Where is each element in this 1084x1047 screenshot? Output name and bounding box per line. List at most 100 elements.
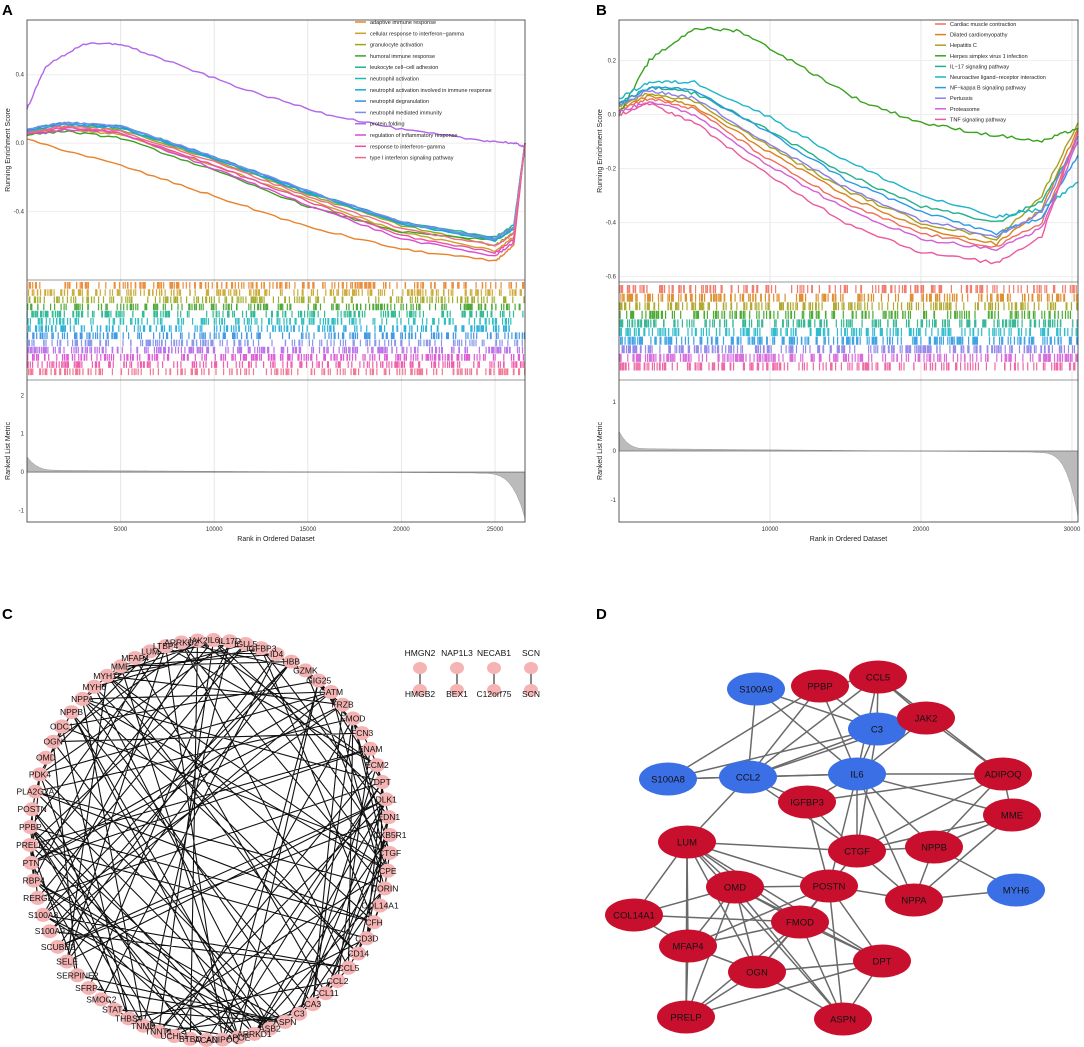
y-tick-label: 0.2 (608, 59, 617, 65)
legend-label-8: neutrophil mediated immunity (370, 110, 442, 116)
node-c-label: GZMK (293, 665, 318, 675)
pair-top-label: NECAB1 (477, 648, 511, 658)
node-c-label: CORIN (371, 883, 398, 893)
node-c-btbd (182, 1031, 199, 1046)
y-axis-title: Running Enrichment Score (5, 108, 12, 192)
node-c-col14a1 (372, 898, 389, 913)
metric-tick-label: 0 (21, 470, 25, 476)
node-myh6 (987, 873, 1045, 907)
node-igfbp3 (778, 785, 836, 819)
node-c-label: IGFBP3 (246, 643, 277, 653)
node-c-label: BTBD (179, 1034, 202, 1044)
node-c-label: CD3D (355, 933, 378, 943)
node-c-label: TNMD (131, 1021, 156, 1031)
node-label-aspn: ASPN (830, 1015, 856, 1026)
es-curve-6 (26, 122, 526, 243)
hit-stripes-5 (619, 328, 1078, 337)
legend-label-6: NF−kappa B signaling pathway (950, 86, 1026, 92)
node-ccl2 (719, 760, 777, 794)
node-label-omd: OMD (724, 883, 746, 894)
legend-label-3: Herpes simplex virus 1 infection (950, 54, 1028, 60)
node-c-label: HBB (283, 657, 301, 667)
node-c-fmod (344, 711, 361, 726)
node-c-label: ARRKD2 (164, 638, 199, 648)
pair-node-top (450, 662, 464, 674)
node-c-edn1 (380, 810, 397, 825)
edge-postn-mfap4 (687, 885, 830, 947)
node-il6 (828, 757, 886, 791)
node-c-label: IL6 (208, 635, 220, 645)
node-nppb (905, 830, 963, 864)
node-c-label: JAK2 (187, 635, 208, 645)
node-nppa (885, 883, 943, 917)
node-c-myh6 (86, 679, 103, 694)
node-c-ogn (45, 734, 62, 749)
node-label-mfap4: MFAP4 (672, 942, 703, 953)
node-c-uchl1 (166, 1029, 183, 1044)
node-c-label: THBS4 (115, 1013, 143, 1023)
hit-stripes-9 (619, 362, 1076, 371)
node-label-col14a1: COL14A1 (613, 911, 655, 922)
node-c-arrkd2 (173, 635, 190, 650)
node-c-cpe (379, 863, 396, 878)
legend-label-11: response to interferon−gamma (370, 144, 446, 150)
node-c-label: CCL5 (338, 963, 360, 973)
hit-stripes-5 (27, 318, 512, 325)
node-c-adipoq (214, 1032, 231, 1047)
node-label-ctgf: CTGF (844, 847, 870, 858)
node-c-sele (59, 954, 76, 969)
hit-stripes-3 (27, 303, 521, 311)
edge-adipoq-ctgf (856, 773, 1004, 852)
node-c-igll5 (237, 636, 254, 651)
hit-stripes-9 (27, 346, 524, 354)
node-c-gatm (323, 685, 340, 700)
node-c-ca3 (304, 997, 321, 1012)
hit-stripes-2 (618, 302, 1079, 311)
edge-fmod-aspn (799, 921, 844, 1020)
node-c-label: C3 (294, 1009, 305, 1019)
pair-top-label: NAP1L3 (441, 648, 473, 658)
es-curve-6 (618, 85, 1079, 236)
node-c-label: NPPB (60, 707, 83, 717)
x-tick-label: 25000 (487, 527, 504, 533)
node-c-apoe (230, 1030, 247, 1045)
node-c-label: RBP4 (23, 876, 45, 886)
y-axis-title: Running Enrichment Score (597, 109, 604, 193)
node-c-acan (198, 1032, 215, 1047)
node-label-jak2: JAK2 (915, 714, 938, 725)
node-lum (658, 825, 716, 859)
pair-node-bottom (487, 684, 501, 696)
node-c-label: GIG25 (306, 676, 331, 686)
edge-c3-ctgf (856, 728, 878, 852)
y-tick-label: 0.0 (608, 113, 617, 119)
x-tick-label: 20000 (393, 527, 410, 533)
panel-label-b: B (596, 2, 607, 19)
node-label-adipoq: ADIPOQ (985, 770, 1022, 781)
legend-label-5: neutrophil activation (370, 77, 419, 83)
node-c-label: MME (111, 661, 131, 671)
legend-label-12: type I interferon signaling pathway (370, 156, 454, 162)
node-c-label: CA3 (305, 999, 322, 1009)
y-tick-label: -0.6 (606, 275, 617, 281)
pair-top-label: SCN (522, 648, 540, 658)
hit-stripes-1 (28, 289, 522, 296)
pair-bottom-label: HMGB2 (405, 689, 436, 699)
node-c-label: FRZB (331, 700, 354, 710)
gsea-plot-a: 0.4 0.0 -0.4 2 1 0 -1 5000 10000 15000 20000 25000 R… (5, 19, 526, 543)
node-s100a9 (727, 672, 785, 706)
es-curve-11 (26, 126, 526, 255)
plot-frame (618, 19, 1079, 523)
hit-stripes-7 (27, 332, 526, 340)
node-c-label: DLK1 (376, 794, 398, 804)
node-ogn (728, 955, 786, 989)
node-c-dlk1 (378, 792, 395, 807)
node-c-label: S100A9 (35, 926, 66, 936)
node-c-label: ASB2 (259, 1024, 281, 1034)
node-label-ccl5: CCL5 (866, 673, 890, 684)
hit-stripes-6 (27, 325, 510, 332)
edge-lum-dpt (686, 841, 883, 962)
node-c-prelp (22, 837, 39, 852)
node-c-arrkd1 (246, 1026, 263, 1041)
node-c-label: SELE (56, 957, 78, 967)
node-c-label: CFH (365, 917, 382, 927)
